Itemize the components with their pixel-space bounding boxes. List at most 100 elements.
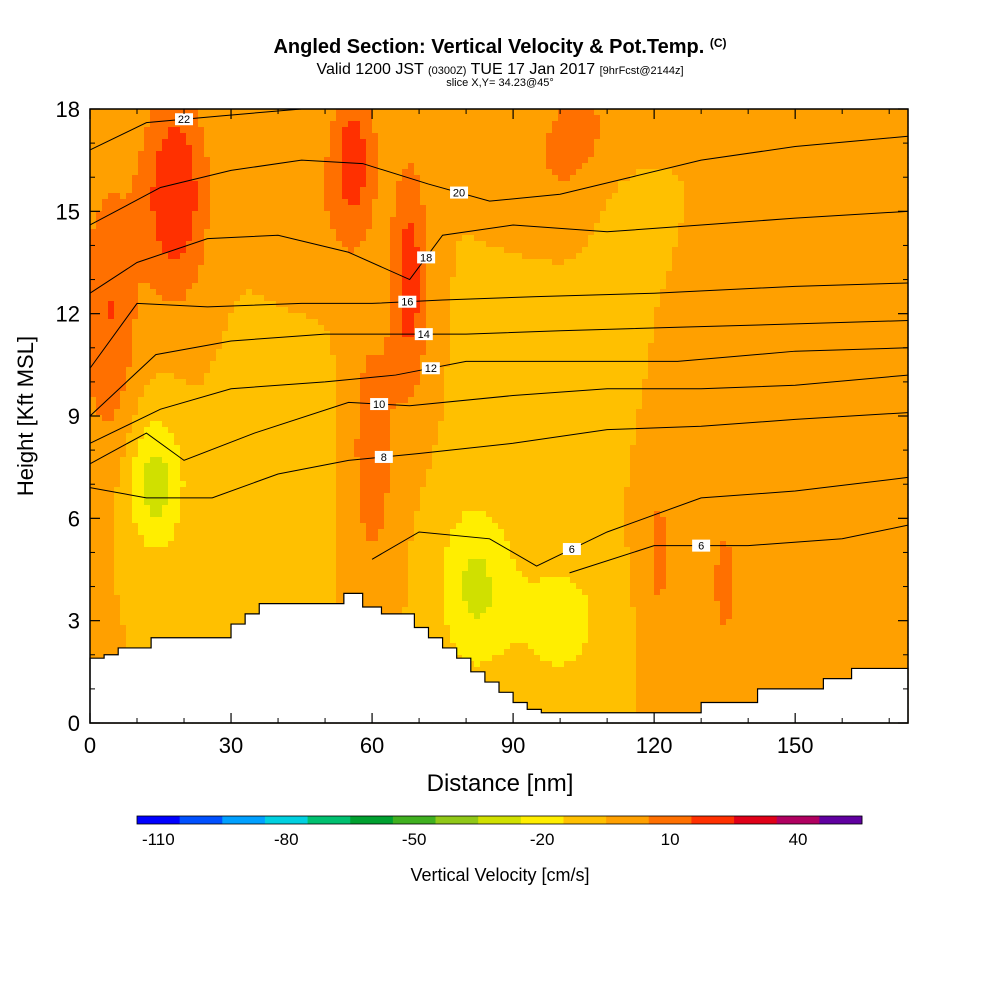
velocity-cell: [600, 157, 607, 164]
velocity-cell: [138, 109, 145, 116]
velocity-cell: [282, 151, 289, 158]
velocity-cell: [240, 157, 247, 164]
velocity-cell: [384, 235, 391, 242]
velocity-cell: [360, 271, 367, 278]
velocity-cell: [522, 229, 529, 236]
velocity-cell: [756, 163, 763, 170]
velocity-cell: [678, 115, 685, 122]
velocity-cell: [828, 193, 835, 200]
velocity-cell: [228, 127, 235, 134]
velocity-cell: [582, 223, 589, 230]
velocity-cell: [702, 211, 709, 218]
velocity-cell: [804, 193, 811, 200]
velocity-cell: [582, 181, 589, 188]
velocity-cell: [300, 265, 307, 272]
velocity-cell: [738, 157, 745, 164]
velocity-cell: [252, 295, 259, 302]
velocity-cell: [684, 181, 691, 188]
velocity-cell: [216, 223, 223, 230]
velocity-cell: [492, 235, 499, 242]
velocity-cell: [420, 187, 427, 194]
velocity-cell: [144, 175, 151, 182]
velocity-cell: [270, 193, 277, 200]
velocity-cell: [630, 223, 637, 230]
velocity-cell: [678, 271, 685, 278]
velocity-cell: [732, 247, 739, 254]
velocity-cell: [330, 163, 337, 170]
velocity-cell: [558, 247, 565, 254]
velocity-cell: [528, 259, 535, 266]
velocity-cell: [492, 133, 499, 140]
velocity-cell: [858, 199, 865, 206]
velocity-cell: [696, 247, 703, 254]
velocity-cell: [600, 217, 607, 224]
velocity-cell: [852, 133, 859, 140]
velocity-cell: [402, 187, 409, 194]
velocity-cell: [282, 163, 289, 170]
velocity-cell: [714, 229, 721, 236]
velocity-cell: [672, 175, 679, 182]
velocity-cell: [408, 283, 415, 290]
velocity-cell: [870, 205, 877, 212]
velocity-cell: [594, 307, 601, 314]
velocity-cell: [564, 175, 571, 182]
velocity-cell: [720, 301, 727, 308]
velocity-cell: [744, 127, 751, 134]
velocity-cell: [504, 127, 511, 134]
velocity-cell: [288, 187, 295, 194]
velocity-cell: [132, 241, 139, 248]
velocity-cell: [816, 289, 823, 296]
velocity-cell: [708, 199, 715, 206]
velocity-cell: [312, 307, 319, 314]
velocity-cell: [540, 199, 547, 206]
velocity-cell: [264, 265, 271, 272]
velocity-cell: [192, 169, 199, 176]
velocity-cell: [720, 211, 727, 218]
velocity-cell: [498, 175, 505, 182]
velocity-cell: [108, 307, 115, 314]
velocity-cell: [174, 253, 181, 260]
velocity-cell: [564, 313, 571, 320]
velocity-cell: [636, 253, 643, 260]
velocity-cell: [522, 205, 529, 212]
velocity-cell: [816, 319, 823, 326]
velocity-cell: [450, 259, 457, 266]
velocity-cell: [300, 139, 307, 146]
velocity-cell: [840, 217, 847, 224]
velocity-cell: [510, 307, 517, 314]
velocity-cell: [792, 289, 799, 296]
velocity-cell: [366, 307, 373, 314]
velocity-cell: [876, 247, 883, 254]
velocity-cell: [102, 181, 109, 188]
velocity-cell: [408, 307, 415, 314]
velocity-cell: [900, 241, 907, 248]
velocity-cell: [564, 121, 571, 128]
velocity-cell: [408, 145, 415, 152]
velocity-cell: [372, 247, 379, 254]
velocity-cell: [528, 265, 535, 272]
velocity-cell: [360, 121, 367, 128]
velocity-cell: [834, 151, 841, 158]
velocity-cell: [594, 319, 601, 326]
velocity-cell: [672, 241, 679, 248]
velocity-cell: [462, 127, 469, 134]
velocity-cell: [270, 169, 277, 176]
velocity-cell: [402, 283, 409, 290]
velocity-cell: [528, 295, 535, 302]
velocity-cell: [168, 313, 175, 320]
velocity-cell: [648, 247, 655, 254]
velocity-cell: [900, 151, 907, 158]
velocity-cell: [312, 121, 319, 128]
velocity-cell: [828, 259, 835, 266]
velocity-cell: [252, 253, 259, 260]
velocity-cell: [354, 151, 361, 158]
velocity-cell: [384, 211, 391, 218]
velocity-cell: [846, 151, 853, 158]
velocity-cell: [240, 205, 247, 212]
velocity-cell: [894, 175, 901, 182]
velocity-cell: [534, 199, 541, 206]
velocity-cell: [618, 145, 625, 152]
velocity-cell: [252, 193, 259, 200]
velocity-cell: [642, 319, 649, 326]
velocity-cell: [456, 247, 463, 254]
